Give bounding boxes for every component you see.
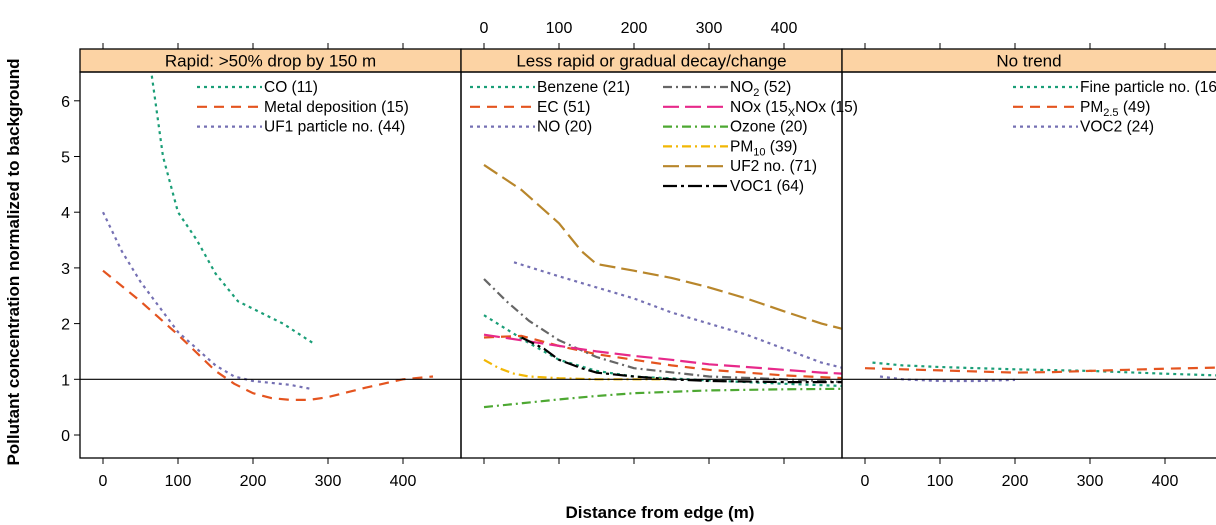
- legend-label: UF2 no. (71): [730, 158, 817, 175]
- panel-title: No trend: [996, 52, 1061, 71]
- panel-2: Less rapid or gradual decay/change 0 100 20…: [460, 20, 858, 464]
- panels: Rapid: >50% drop by 150 m0 100 200 300 400CO…: [61, 20, 1216, 490]
- series-line: [102, 269, 434, 401]
- x-tick-label: 300: [696, 20, 723, 37]
- x-tick-label: 400: [1152, 473, 1179, 490]
- x-tick-label: 0: [861, 473, 870, 490]
- series-line: [483, 278, 842, 384]
- series-line: [483, 163, 842, 330]
- legend-label: NO (20): [537, 119, 592, 136]
- series-line: [513, 261, 842, 369]
- x-tick-label: 100: [927, 473, 954, 490]
- y-tick-label: 1: [61, 372, 70, 389]
- legend-label: VOC1 (64): [730, 178, 804, 195]
- series-line: [879, 375, 1016, 383]
- y-tick-label: 0: [61, 428, 70, 445]
- x-tick-label: 200: [240, 473, 267, 490]
- legend-label: PM10 (39): [730, 138, 797, 158]
- x-tick-label: 200: [1002, 473, 1029, 490]
- x-tick-label: 0: [99, 473, 108, 490]
- series-line: [102, 211, 314, 391]
- y-tick-label: 6: [61, 94, 70, 111]
- legend-label: Ozone (20): [730, 119, 808, 136]
- series-line: [521, 336, 842, 384]
- series-group: [102, 75, 434, 401]
- x-tick-label: 100: [165, 473, 192, 490]
- panel-frame: [841, 71, 1216, 459]
- panel-1: Rapid: >50% drop by 150 m 0 100 200 300 400 CO…: [79, 43, 462, 490]
- series-line: [483, 334, 842, 380]
- series-line: [864, 366, 1216, 374]
- series-group: [483, 163, 842, 409]
- x-tick-label: 200: [621, 20, 648, 37]
- legend-label: Fine particle no. (16): [1080, 79, 1216, 96]
- legend-label: CO (11): [264, 79, 318, 96]
- legend-label: UF1 particle no. (44): [264, 119, 405, 136]
- x-tick-label: 100: [546, 20, 573, 37]
- x-tick-label: 300: [1077, 473, 1104, 490]
- x-tick-label: 400: [390, 473, 417, 490]
- panel-title: Rapid: >50% drop by 150 m: [165, 52, 376, 71]
- series-line: [872, 361, 1216, 377]
- legend-label: VOC2 (24): [1080, 119, 1154, 136]
- x-tick-label: 400: [771, 20, 798, 37]
- legend-label: NOx (15XNOx (15): [730, 99, 858, 119]
- series-line: [483, 333, 842, 375]
- legend-label: PM2.5 (49): [1080, 99, 1150, 119]
- legend-label: EC (51): [537, 99, 590, 116]
- legend-label: NO2 (52): [730, 79, 791, 99]
- series-line: [483, 314, 842, 388]
- panel-title: Less rapid or gradual decay/change: [516, 52, 786, 71]
- x-tick-label: 0: [480, 20, 489, 37]
- y-tick-label: 3: [61, 261, 70, 278]
- x-tick-label: 300: [315, 473, 342, 490]
- y-axis-label: Pollutant concentration normalized to ba…: [4, 58, 23, 465]
- y-tick-label: 2: [61, 317, 70, 334]
- legend-label: Benzene (21): [537, 79, 630, 96]
- y-tick-label: 5: [61, 150, 70, 167]
- series-line: [483, 387, 842, 409]
- panel-3: No trend 0 100 200 300 400 Fine particle no. (…: [841, 43, 1216, 490]
- series-line: [150, 75, 314, 345]
- series-group: [864, 361, 1216, 383]
- y-tick-label: 4: [61, 205, 70, 222]
- legend-label: Metal deposition (15): [264, 99, 409, 116]
- x-axis-label: Distance from edge (m): [566, 503, 755, 522]
